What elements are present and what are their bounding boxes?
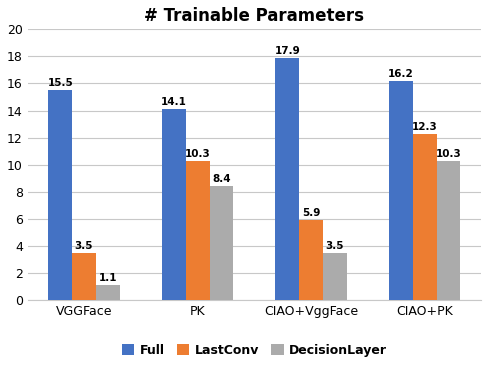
Text: 10.3: 10.3 (436, 149, 461, 158)
Text: 15.5: 15.5 (47, 78, 73, 88)
Bar (275, 58, 299, 300)
Bar (162, 109, 185, 300)
Text: 5.9: 5.9 (302, 208, 320, 218)
Text: 14.1: 14.1 (161, 97, 187, 107)
Bar (413, 134, 437, 300)
Bar (323, 253, 347, 300)
Bar (209, 186, 233, 300)
Bar (72, 253, 96, 300)
Text: 1.1: 1.1 (99, 273, 117, 283)
Text: 3.5: 3.5 (325, 241, 344, 251)
Bar (96, 285, 120, 300)
Title: # Trainable Parameters: # Trainable Parameters (144, 7, 365, 25)
Text: 8.4: 8.4 (212, 174, 231, 184)
Bar (389, 81, 413, 300)
Bar (437, 161, 461, 300)
Bar (185, 161, 209, 300)
Text: 10.3: 10.3 (185, 149, 210, 158)
Text: 17.9: 17.9 (274, 46, 300, 56)
Legend: Full, LastConv, DecisionLayer: Full, LastConv, DecisionLayer (117, 339, 392, 362)
Bar (299, 220, 323, 300)
Text: 12.3: 12.3 (412, 122, 438, 131)
Text: 3.5: 3.5 (75, 241, 93, 251)
Text: 16.2: 16.2 (388, 69, 414, 79)
Bar (48, 90, 72, 300)
